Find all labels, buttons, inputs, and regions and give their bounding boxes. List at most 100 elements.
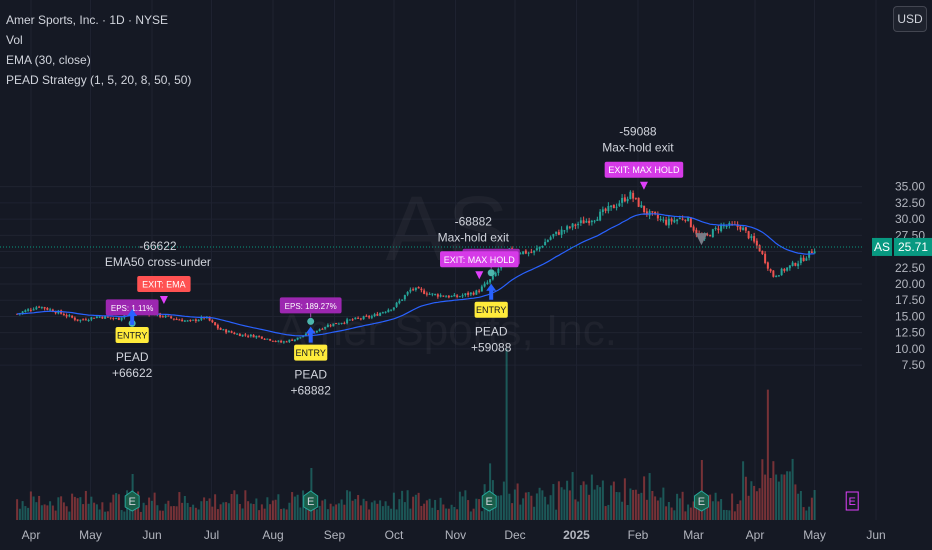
- volume-bar: [365, 501, 368, 520]
- volume-bar: [722, 509, 725, 520]
- volume-bar: [337, 503, 340, 520]
- volume-bar: [148, 497, 151, 520]
- candle-body: [192, 319, 195, 321]
- x-tick-label: Oct: [385, 528, 404, 542]
- volume-bar: [755, 491, 758, 520]
- volume-bar: [354, 499, 357, 520]
- candle-body: [112, 317, 115, 319]
- volume-bar: [222, 502, 225, 520]
- volume-bar: [255, 498, 258, 520]
- watermark-name: Amer Sports, Inc.: [277, 306, 617, 355]
- candle-body: [632, 192, 635, 199]
- earnings-letter: E: [128, 496, 135, 508]
- candle-body: [475, 290, 478, 295]
- volume-bar: [629, 488, 632, 520]
- volume-bar: [420, 505, 423, 520]
- volume-bar: [423, 503, 426, 520]
- entry-arrow: [486, 283, 497, 300]
- volume-bar: [698, 504, 701, 520]
- volume-bar: [810, 497, 813, 520]
- volume-bar: [588, 494, 591, 520]
- volume-bar: [409, 508, 412, 520]
- volume-bar: [645, 499, 648, 520]
- candle-body: [412, 289, 415, 291]
- candle-body: [557, 232, 560, 235]
- last-price-symbol: AS: [874, 240, 890, 254]
- candle-body: [117, 317, 120, 320]
- candle-body: [414, 287, 417, 291]
- y-tick-label: 15.00: [895, 309, 925, 323]
- candle-body: [615, 206, 618, 208]
- candle-body: [376, 313, 379, 316]
- volume-bar: [368, 509, 371, 520]
- volume-bar: [406, 490, 409, 520]
- volume-bar: [458, 491, 461, 520]
- candle-body: [637, 197, 640, 207]
- volume-bar: [593, 489, 596, 520]
- volume-bar: [596, 485, 599, 520]
- eps-label-box: [279, 297, 342, 314]
- volume-bar: [299, 507, 302, 520]
- candle-body: [332, 323, 335, 327]
- currency-button[interactable]: USD: [893, 6, 927, 32]
- last-price-symbol-box: [872, 237, 892, 256]
- volume-bar: [244, 490, 247, 520]
- candle-body: [337, 323, 340, 325]
- candle-body: [722, 225, 725, 227]
- volume-bar: [161, 510, 164, 520]
- candle-body: [786, 267, 789, 271]
- volume-bar: [362, 498, 365, 520]
- candle-body: [390, 309, 393, 311]
- candle-body: [194, 319, 197, 322]
- volume-bar: [348, 491, 351, 520]
- volume-bar: [134, 503, 137, 520]
- candle-body: [189, 320, 192, 322]
- volume-bar: [175, 506, 178, 520]
- volume-bar: [557, 481, 560, 520]
- candle-body: [442, 295, 445, 297]
- volume-bar: [326, 509, 329, 520]
- eps-label: EPS: 1.11%: [111, 304, 154, 313]
- volume-bar: [538, 487, 541, 520]
- candle-body: [423, 290, 426, 294]
- volume-bar: [200, 501, 203, 520]
- volume-bar: [568, 490, 571, 520]
- candle-body: [252, 334, 255, 338]
- volume-bar: [654, 496, 657, 520]
- entry-label-box: [115, 327, 149, 344]
- candle-body: [681, 218, 684, 220]
- volume-bar: [808, 506, 811, 520]
- candle-body: [46, 308, 49, 310]
- strategy-label[interactable]: PEAD Strategy (1, 5, 20, 8, 50, 50): [6, 73, 192, 87]
- candle-body: [384, 311, 387, 313]
- volume-bar: [442, 504, 445, 520]
- volume-bar: [219, 504, 222, 520]
- volume-bar: [84, 490, 87, 520]
- volume-indicator-label[interactable]: Vol: [6, 33, 23, 47]
- earnings-marker: [845, 491, 859, 511]
- volume-bar: [700, 460, 703, 520]
- candle-body: [247, 335, 250, 337]
- x-tick-label: Jun: [142, 528, 161, 542]
- ema-indicator-label[interactable]: EMA (30, close): [6, 53, 91, 67]
- candle-body: [750, 236, 753, 238]
- earnings-letter: E: [698, 496, 705, 508]
- volume-bar: [530, 495, 533, 520]
- candle-body: [392, 307, 395, 310]
- volume-bar: [192, 504, 195, 520]
- volume-bar: [38, 495, 41, 520]
- candle-body: [739, 226, 742, 230]
- volume-bar: [384, 501, 387, 520]
- candle-body: [629, 191, 632, 200]
- volume-bar: [43, 504, 46, 520]
- entry-arrow: [305, 326, 316, 343]
- volume-bar: [417, 492, 420, 520]
- volume-bar: [329, 503, 332, 520]
- volume-bar: [659, 497, 662, 520]
- volume-bar: [607, 504, 610, 520]
- candle-body: [607, 206, 610, 212]
- volume-bar: [799, 490, 802, 520]
- volume-bar: [24, 506, 27, 520]
